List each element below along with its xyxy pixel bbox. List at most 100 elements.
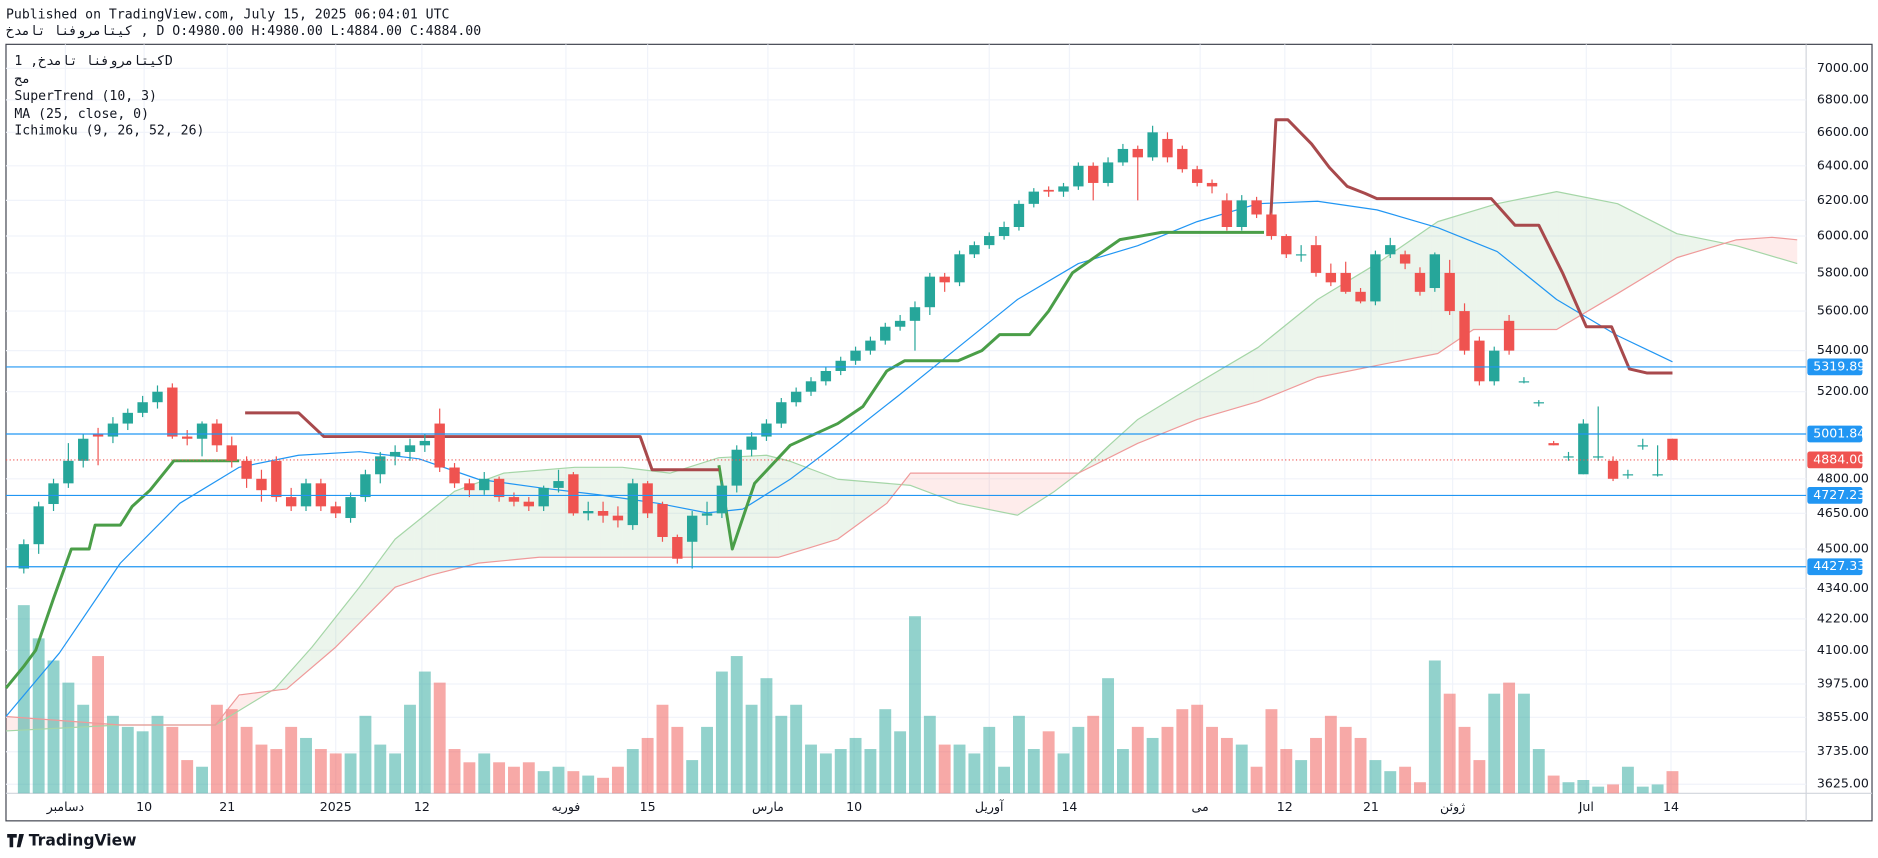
x-tick-label: ژوئن (1440, 799, 1465, 815)
volume-bar (968, 753, 981, 794)
volume-bar (1532, 749, 1545, 794)
candle-body (1533, 402, 1544, 404)
volume-bar (448, 749, 461, 794)
x-tick-label: 21 (219, 799, 235, 814)
y-tick-label: 6800.00 (1817, 91, 1869, 106)
price-label: 5001.84 (1813, 425, 1865, 440)
volume-bar (344, 753, 357, 794)
candle-body (1117, 148, 1129, 163)
cloud (644, 470, 653, 558)
volume-bar (270, 749, 283, 794)
candle-body (672, 536, 683, 559)
price-label: 5319.89 (1813, 358, 1865, 373)
volume-bar (805, 744, 817, 794)
cloud (481, 478, 489, 563)
volume-bar (1206, 726, 1218, 794)
candle-body (1474, 340, 1485, 382)
x-tick-label: آوریل (975, 799, 1004, 815)
candle-body (271, 460, 282, 498)
y-tick-label: 6200.00 (1817, 192, 1869, 207)
volume-bar (626, 749, 639, 794)
y-tick-label: 3625.00 (1817, 776, 1869, 791)
cloud (1313, 297, 1321, 380)
volume-bar (1116, 749, 1129, 794)
supertrend-up (4, 230, 1265, 690)
y-tick-label: 4340.00 (1817, 580, 1869, 595)
cloud (1758, 237, 1767, 255)
x-tick-label: 15 (640, 799, 656, 814)
candle-body (1147, 132, 1158, 158)
cloud (830, 476, 838, 542)
volume-bar (879, 709, 892, 794)
candle-body (1667, 438, 1678, 460)
cloud (1327, 288, 1336, 376)
cloud (704, 460, 712, 558)
cloud (800, 465, 809, 551)
cloud (1231, 358, 1239, 410)
candle-body (419, 440, 431, 446)
cloud (1535, 194, 1544, 330)
candle-body (78, 438, 89, 461)
volume-bar (790, 704, 803, 794)
volume-bar (17, 605, 30, 794)
volume-bar (1339, 726, 1352, 794)
volume-bar (1087, 715, 1100, 794)
x-tick-label: دسامبر (46, 799, 84, 815)
cloud (414, 517, 422, 581)
cloud (1461, 212, 1469, 338)
candle-body (835, 360, 846, 371)
candle-body (1548, 443, 1559, 446)
candle-body (137, 402, 148, 413)
logo-icon (7, 834, 24, 848)
candle-body (479, 478, 490, 491)
cloud (912, 473, 920, 489)
volume-bar (1102, 678, 1115, 794)
cloud (592, 467, 601, 558)
cloud (1015, 473, 1024, 515)
cloud (949, 473, 957, 503)
price-label-box (1807, 558, 1863, 576)
candle-body (686, 515, 698, 542)
cloud (1639, 214, 1648, 280)
cloud (377, 552, 385, 605)
cloud (436, 499, 445, 574)
cloud (451, 489, 459, 570)
volume-bar (1235, 744, 1248, 794)
candle-body (1013, 203, 1025, 227)
cloud (1506, 200, 1514, 330)
candle-body (508, 497, 520, 502)
candle-body (1191, 169, 1203, 183)
y-tick-label: 6600.00 (1817, 124, 1869, 139)
volume-bar (909, 616, 921, 794)
candle-body (1578, 423, 1589, 475)
volume-bar (433, 682, 446, 794)
volume-bar (760, 678, 773, 794)
x-tick-label: می (1192, 799, 1209, 814)
cloud (488, 475, 497, 563)
volume-bar (1191, 704, 1204, 794)
cloud (1320, 293, 1328, 377)
cloud (1632, 211, 1640, 285)
x-tick-label: 2025 (320, 799, 352, 814)
y-tick-label: 3735.00 (1817, 743, 1869, 758)
cloud (1298, 308, 1306, 386)
volume-bar (77, 704, 90, 794)
cloud (822, 473, 831, 544)
cloud (1513, 198, 1521, 330)
chart-frame (5, 43, 1873, 822)
cloud (904, 473, 913, 486)
cloud (466, 484, 474, 567)
cloud (399, 529, 408, 586)
volume-bar (359, 715, 372, 794)
volume-bar (1384, 771, 1397, 794)
cloud (808, 467, 816, 549)
published-line: Published on TradingView.com, July 15, 2… (6, 7, 449, 22)
volume-bar (849, 737, 862, 794)
y-tick-label: 5400.00 (1817, 342, 1869, 357)
candle-body (1622, 474, 1634, 476)
cloud (993, 473, 1002, 512)
candle-body (790, 391, 802, 403)
x-tick-label: 21 (1363, 799, 1379, 814)
candle-body (1489, 350, 1500, 382)
candle-body (33, 506, 44, 545)
